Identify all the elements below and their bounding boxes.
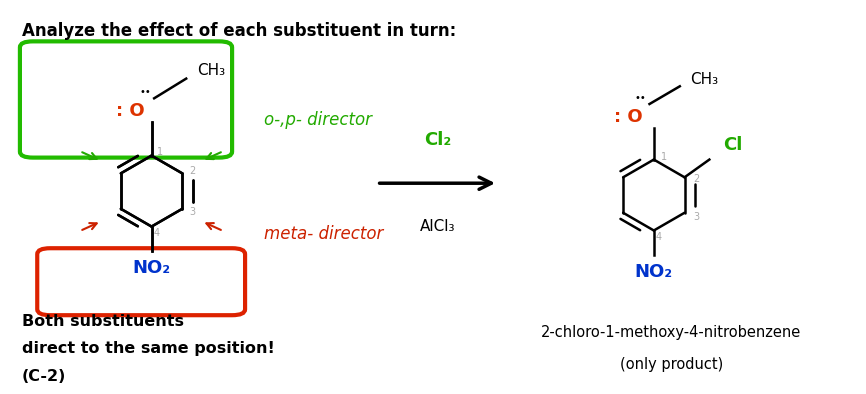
Text: NO₂: NO₂	[635, 263, 673, 281]
Text: 3: 3	[694, 212, 700, 223]
Text: (C-2): (C-2)	[22, 369, 66, 384]
Text: CH₃: CH₃	[690, 72, 718, 87]
Text: meta- director: meta- director	[264, 225, 384, 243]
Text: Cl: Cl	[724, 136, 743, 154]
Text: 1: 1	[157, 147, 164, 158]
Text: 2: 2	[190, 166, 196, 177]
Text: ••: ••	[139, 87, 152, 97]
Text: Analyze the effect of each substituent in turn:: Analyze the effect of each substituent i…	[22, 22, 456, 40]
Text: (only product): (only product)	[619, 357, 723, 372]
Text: NO₂: NO₂	[132, 259, 171, 277]
Text: 2: 2	[694, 174, 700, 184]
Text: 1: 1	[661, 152, 668, 162]
Text: 3: 3	[190, 207, 196, 217]
Text: 4: 4	[153, 228, 160, 238]
Text: : O: : O	[613, 108, 643, 126]
FancyBboxPatch shape	[20, 41, 232, 158]
Text: Cl₂: Cl₂	[423, 131, 451, 149]
Text: CH₃: CH₃	[197, 63, 225, 78]
Text: o-,p- director: o-,p- director	[264, 111, 372, 129]
Text: direct to the same position!: direct to the same position!	[22, 341, 275, 356]
Text: 4: 4	[656, 232, 662, 242]
Text: ••: ••	[635, 93, 647, 103]
Text: : O: : O	[115, 102, 145, 120]
FancyBboxPatch shape	[37, 248, 245, 315]
Text: AlCl₃: AlCl₃	[420, 219, 455, 234]
Text: Both substituents: Both substituents	[22, 314, 184, 329]
Text: 2-chloro-1-methoxy-4-nitrobenzene: 2-chloro-1-methoxy-4-nitrobenzene	[541, 325, 801, 340]
